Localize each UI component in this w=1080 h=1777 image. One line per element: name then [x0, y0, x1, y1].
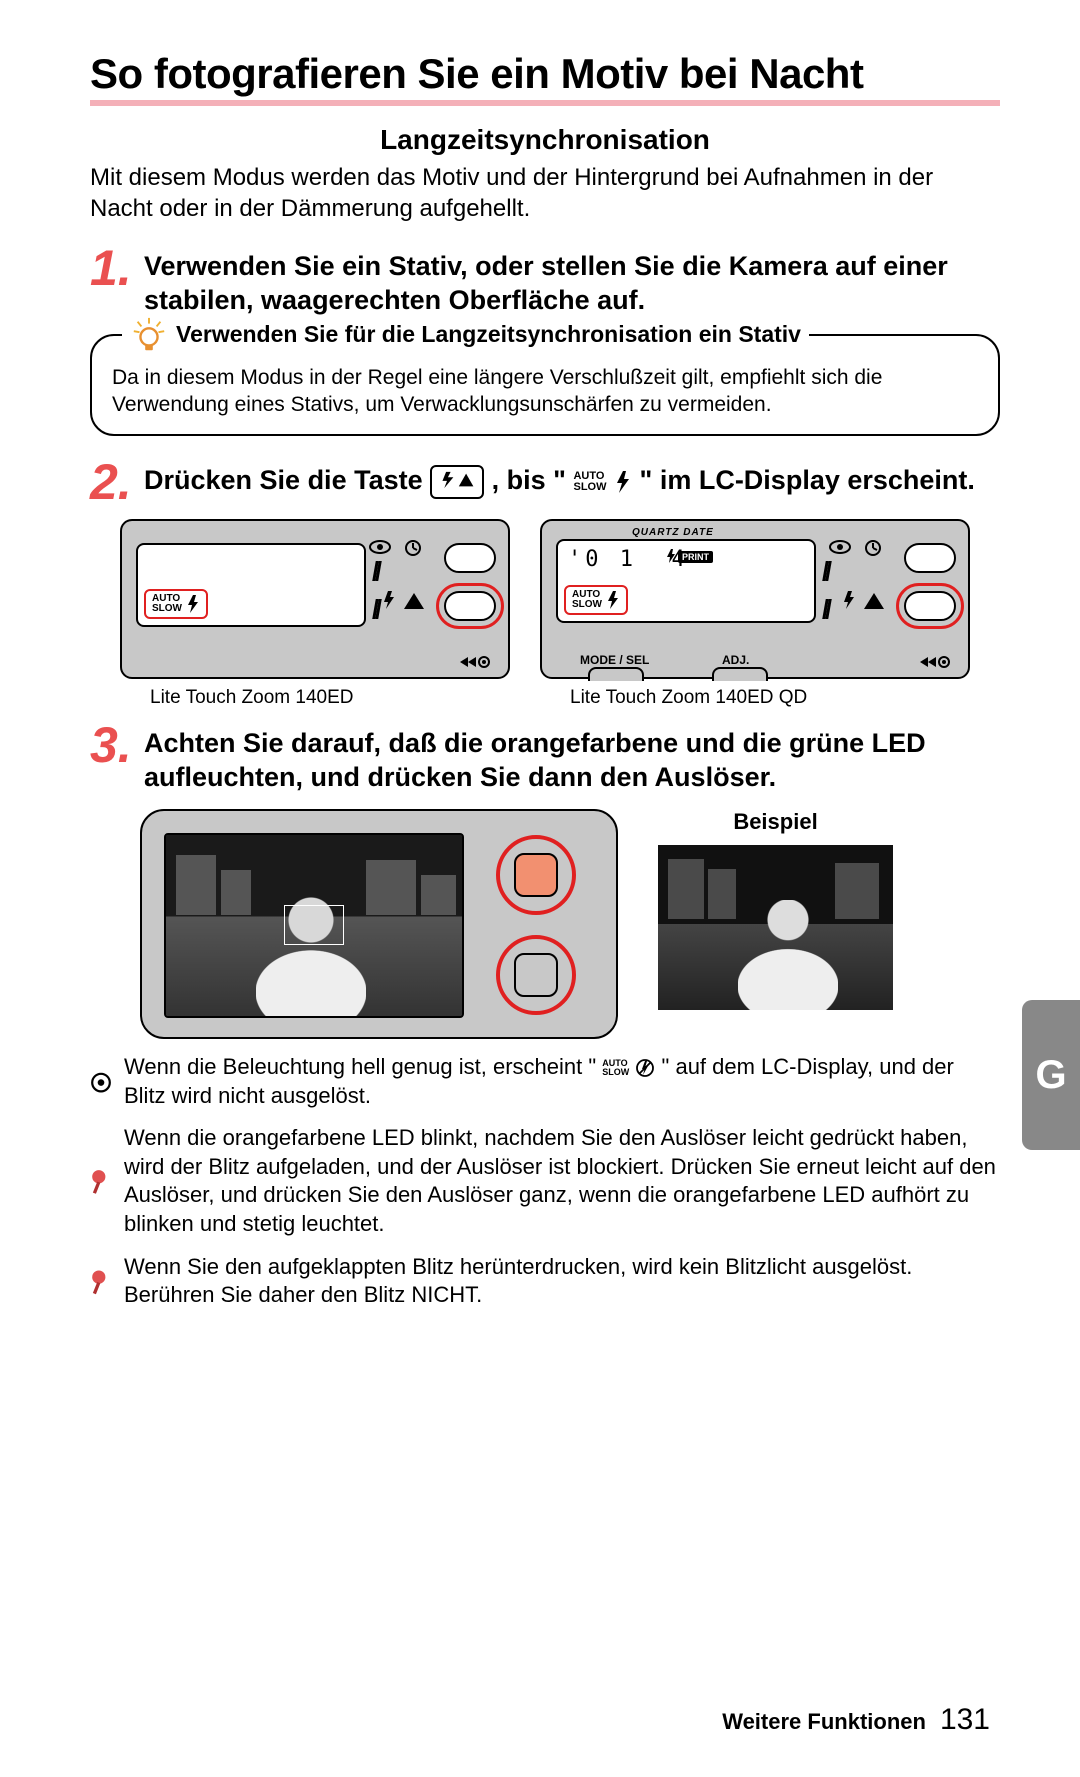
eye-timer-icon	[368, 537, 428, 557]
viewfinder-row: Beispiel	[140, 809, 1000, 1039]
viewfinder-diagram	[140, 809, 618, 1039]
note-item: Wenn die Beleuchtung hell genug ist, ers…	[90, 1053, 1000, 1110]
eye-timer-icon	[828, 537, 888, 557]
print-badge: PRINT	[678, 551, 713, 563]
step2-mid: , bis "	[492, 465, 566, 495]
step-3: 3. Achten Sie darauf, daß die orangefarb…	[90, 723, 1000, 795]
adj-label: ADJ.	[722, 653, 749, 667]
note1-pre: Wenn die Beleuchtung hell genug ist, ers…	[124, 1054, 596, 1079]
pin-icon	[90, 1126, 112, 1238]
tip-box: Verwenden Sie für die Langzeitsynchronis…	[90, 334, 1000, 437]
auto-slow-indicator: AUTOSLOW	[564, 585, 628, 615]
example-image	[658, 845, 893, 1010]
intro-text: Mit diesem Modus werden das Motiv und de…	[90, 162, 1000, 224]
flash-mountain-icon	[380, 589, 430, 613]
side-button	[444, 543, 496, 573]
step-text: Verwenden Sie ein Stativ, oder stellen S…	[144, 246, 1000, 318]
notes-section: Wenn die Beleuchtung hell genug ist, ers…	[90, 1053, 1000, 1310]
led-green	[496, 935, 576, 1015]
example-label: Beispiel	[733, 809, 817, 835]
flash-mountain-icon	[840, 589, 890, 613]
step-text: Achten Sie darauf, daß die orangefarbene…	[144, 723, 1000, 795]
step-number: 3.	[90, 723, 138, 768]
diagram-140ed: AUTOSLOW	[120, 519, 510, 679]
quartz-date-label: QUARTZ DATE	[632, 527, 714, 538]
step-number: 2.	[90, 460, 138, 505]
flash-button-icon	[430, 465, 484, 499]
step2-post: " im LC-Display erscheint.	[640, 465, 975, 495]
lightbulb-icon	[130, 316, 168, 354]
step2-pre: Drücken Sie die Taste	[144, 465, 430, 495]
led-orange	[496, 835, 576, 915]
auto-slow-indicator: AUTOSLOW	[144, 589, 208, 619]
no-flash-icon	[635, 1058, 655, 1078]
lcd-screen: AUTOSLOW	[136, 543, 366, 627]
lcd-screen: '0 1 4 PRINT AUTOSLOW	[556, 539, 816, 623]
auto-slow-label: AUTOSLOW	[602, 1059, 629, 1077]
lcd-diagrams: AUTOSLOW Lite Touch Zoom 140ED QUARTZ DA…	[120, 519, 1000, 709]
highlight-circle	[896, 583, 964, 629]
step-1: 1. Verwenden Sie ein Stativ, oder stelle…	[90, 246, 1000, 318]
viewfinder-window	[164, 833, 464, 1018]
step-text: Drücken Sie die Taste , bis " AUTOSLOW "…	[144, 460, 975, 499]
tip-body: Da in diesem Modus in der Regel eine län…	[112, 364, 978, 419]
tip-title: Verwenden Sie für die Langzeitsynchronis…	[176, 321, 801, 348]
diagram-140ed-qd: QUARTZ DATE '0 1 4 PRINT AUTOSLOW MODE /…	[540, 519, 970, 679]
subtitle: Langzeitsynchronisation	[90, 124, 1000, 156]
footer-label: Weitere Funktionen	[722, 1709, 926, 1735]
highlight-circle	[436, 583, 504, 629]
diagram-caption: Lite Touch Zoom 140ED QD	[570, 687, 970, 709]
note-item: Wenn Sie den aufgeklappten Blitz herünte…	[90, 1253, 1000, 1310]
note-text: Wenn die orangefarbene LED blinkt, nachd…	[124, 1124, 1000, 1238]
diagram-caption: Lite Touch Zoom 140ED	[150, 687, 510, 709]
mode-sel-label: MODE / SEL	[580, 653, 649, 667]
example-column: Beispiel	[658, 809, 893, 1010]
page-number: 131	[940, 1703, 990, 1737]
flash-icon	[614, 470, 632, 494]
rewind-icon	[458, 655, 492, 669]
pin-icon	[90, 1255, 112, 1310]
page-title: So fotografieren Sie ein Motiv bei Nacht	[90, 50, 1000, 106]
auto-slow-label: AUTOSLOW	[573, 471, 606, 493]
rewind-icon	[918, 655, 952, 669]
step-2: 2. Drücken Sie die Taste , bis " AUTOSLO…	[90, 460, 1000, 505]
note-item: Wenn die orangefarbene LED blinkt, nachd…	[90, 1124, 1000, 1238]
page-footer: Weitere Funktionen 131	[722, 1703, 990, 1737]
step-number: 1.	[90, 246, 138, 291]
note-text: Wenn Sie den aufgeklappten Blitz herünte…	[124, 1253, 1000, 1310]
side-button	[904, 543, 956, 573]
bullet-icon	[90, 1055, 112, 1110]
section-tab: G	[1022, 1000, 1080, 1150]
